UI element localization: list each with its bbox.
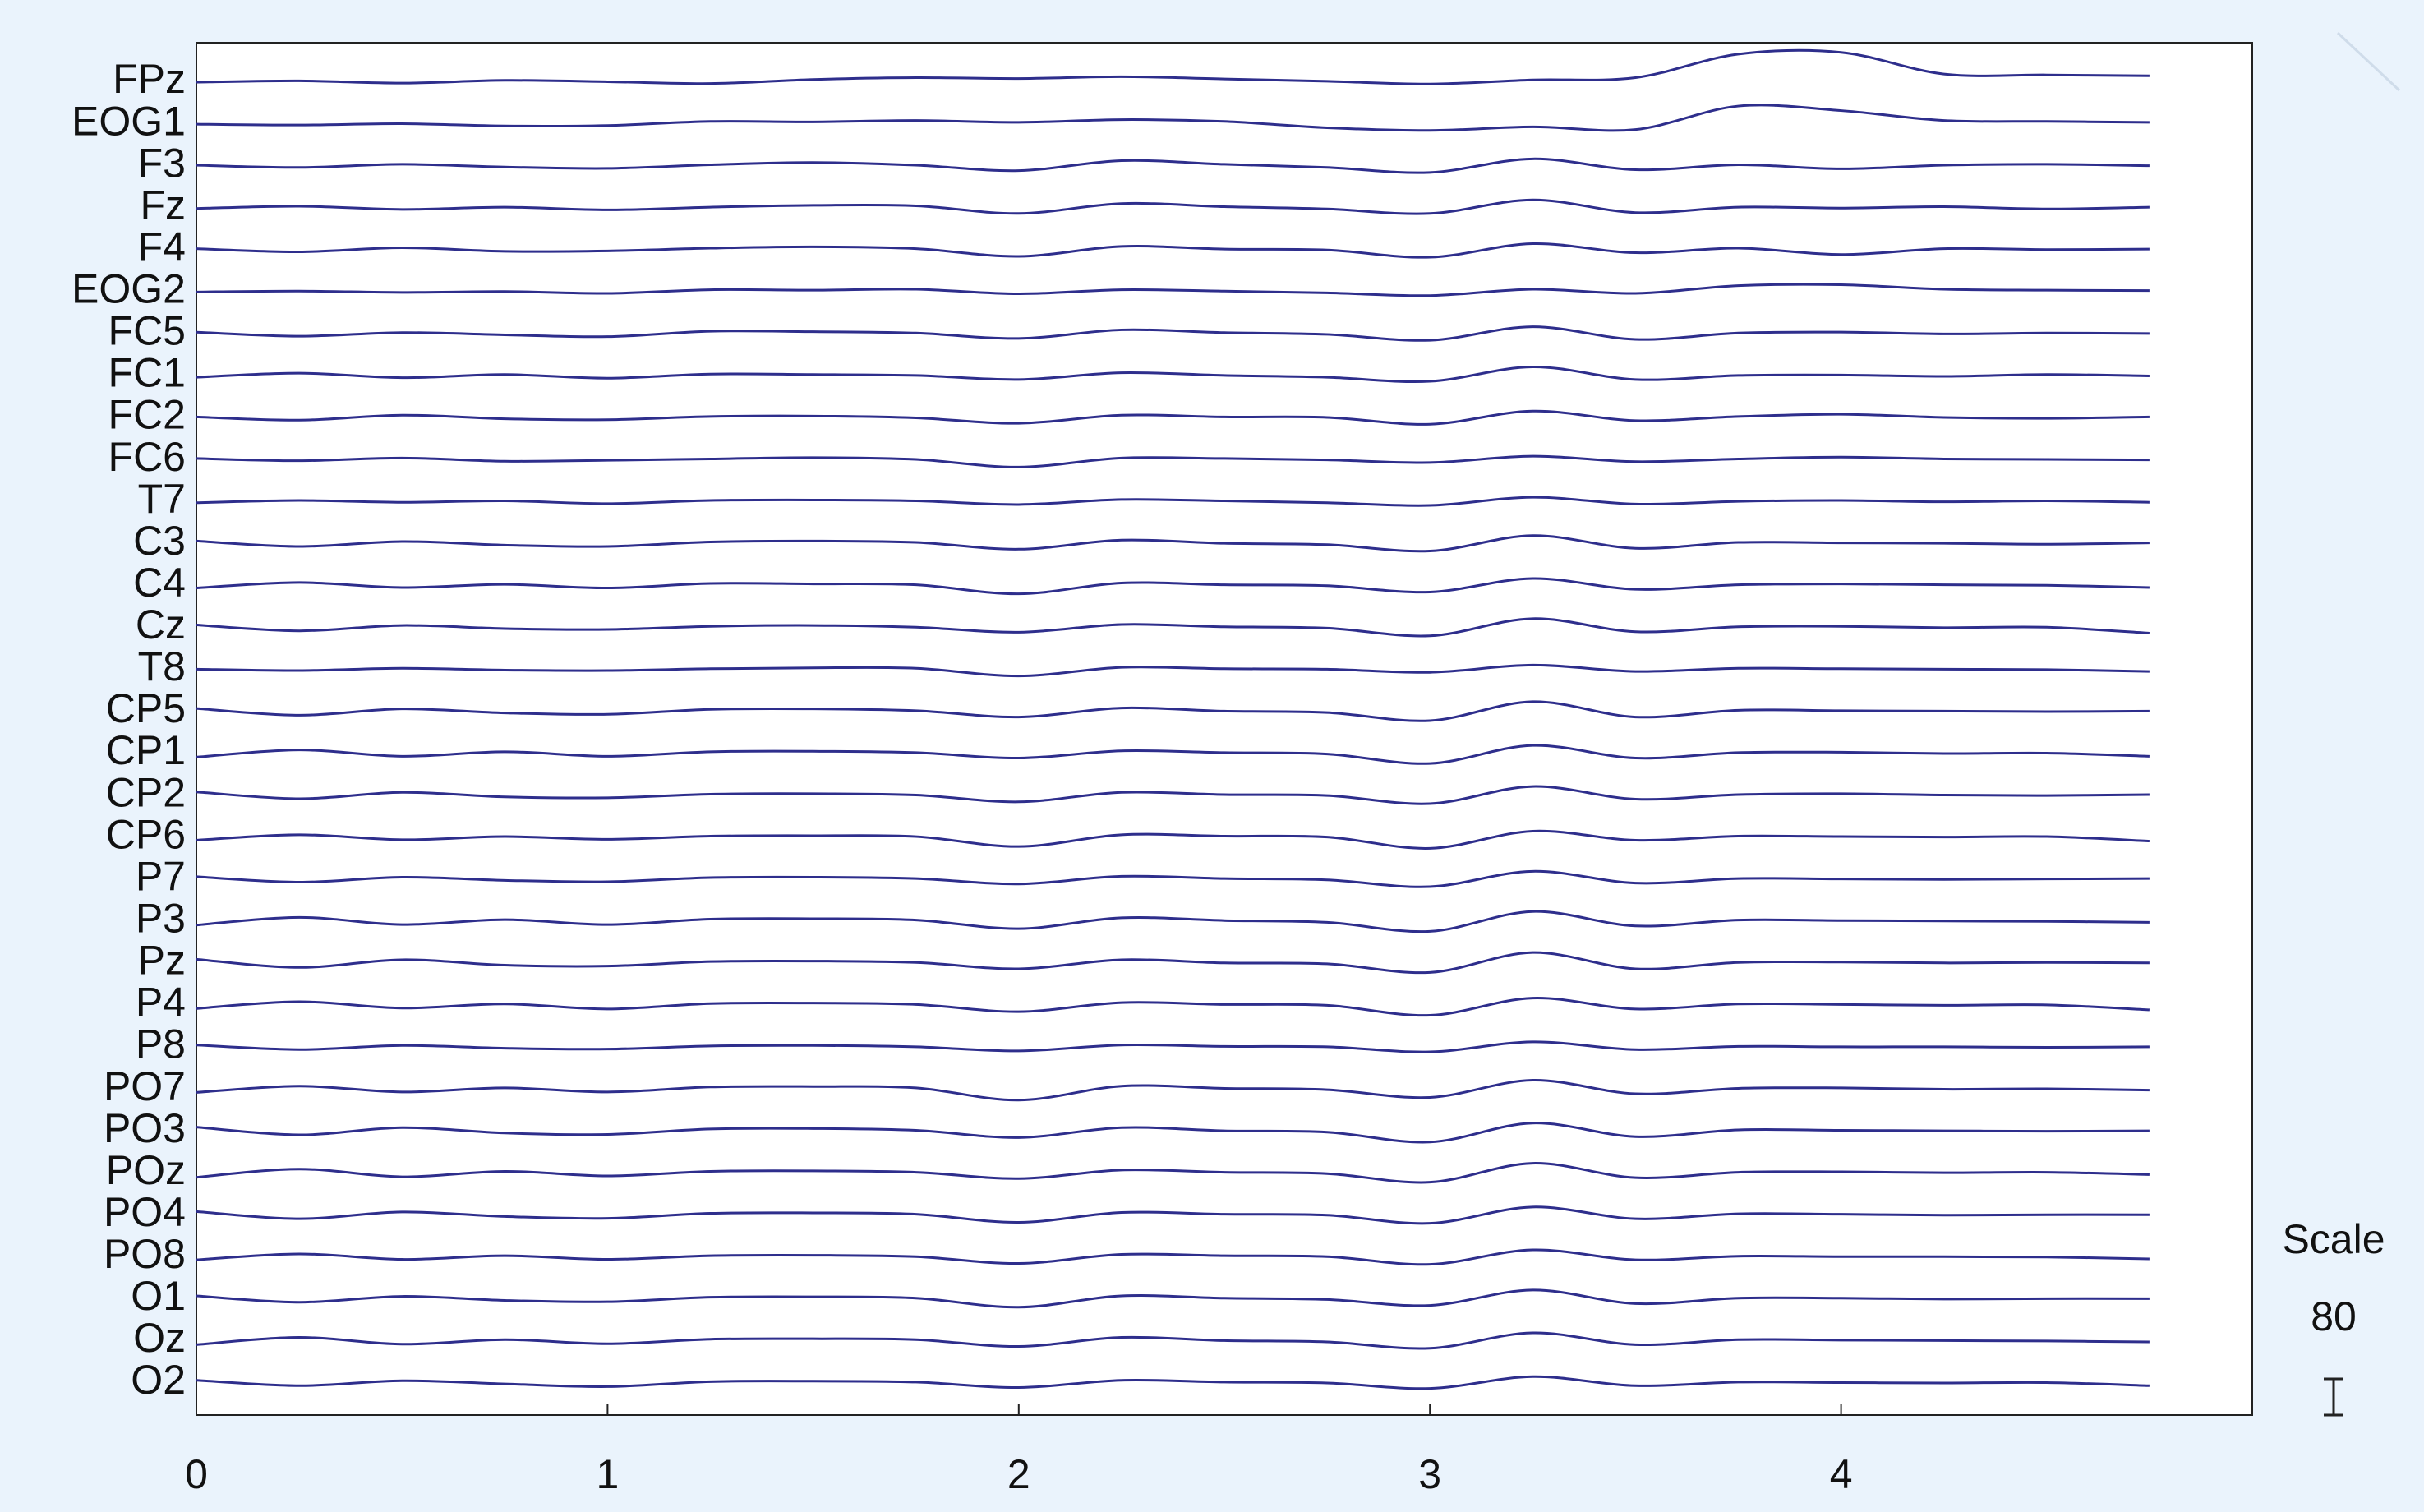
channel-label: EOG1 — [71, 98, 186, 144]
eeg-trace — [196, 951, 2150, 975]
channel-label: PO7 — [104, 1063, 186, 1109]
eeg-trace — [196, 104, 2150, 132]
channel-label: Cz — [136, 602, 186, 648]
eeg-trace — [196, 577, 2150, 596]
plot-area — [196, 42, 2253, 1416]
channel-label: PO8 — [104, 1231, 186, 1277]
channel-label: C3 — [133, 518, 186, 564]
channel-label: FPz — [113, 56, 186, 102]
eeg-trace — [196, 454, 2150, 468]
eeg-trace — [196, 198, 2150, 215]
channel-label: FC6 — [108, 434, 186, 480]
channel-label: P4 — [136, 980, 186, 1026]
eeg-trace — [196, 325, 2150, 342]
eeg-trace — [196, 910, 2150, 933]
eeg-trace — [196, 785, 2150, 805]
eeg-trace — [196, 744, 2150, 765]
channel-label: P3 — [136, 895, 186, 941]
x-tick-label: 3 — [1418, 1451, 1441, 1497]
channel-label: O1 — [131, 1273, 186, 1319]
channel-label: Fz — [140, 182, 186, 228]
eeg-trace — [196, 157, 2150, 174]
channel-label: CP5 — [106, 685, 186, 731]
traces — [196, 48, 2150, 1390]
eeg-trace — [196, 1122, 2150, 1144]
channel-label: F4 — [138, 224, 186, 270]
eeg-trace — [196, 617, 2150, 638]
scale-bar — [2324, 1377, 2343, 1417]
eeg-trace — [196, 1288, 2150, 1309]
eeg-trace — [196, 1162, 2150, 1184]
x-tick-label: 0 — [185, 1451, 208, 1497]
eeg-trace — [196, 283, 2150, 297]
scale-label: Scale — [2282, 1216, 2385, 1262]
eeg-trace — [196, 829, 2150, 850]
channel-label: POz — [106, 1147, 186, 1193]
eeg-trace — [196, 48, 2150, 85]
channel-label: P7 — [136, 853, 186, 899]
eeg-trace — [196, 496, 2150, 507]
channel-label: Oz — [133, 1315, 186, 1361]
eeg-trace — [196, 1079, 2150, 1102]
channel-label: P8 — [136, 1021, 186, 1067]
eeg-trace — [196, 242, 2150, 259]
eeg-trace — [196, 534, 2150, 553]
channel-label: F3 — [138, 140, 186, 186]
eeg-trace — [196, 869, 2150, 888]
eeg-trace — [196, 1331, 2150, 1350]
channel-label: CP2 — [106, 769, 186, 815]
x-tick-label: 4 — [1830, 1451, 1853, 1497]
scale-value: 80 — [2311, 1293, 2357, 1339]
eeg-trace — [196, 700, 2150, 722]
channel-label: FC2 — [108, 392, 186, 438]
channel-label: PO3 — [104, 1105, 186, 1151]
corner-decoration — [2336, 31, 2401, 92]
channel-label: EOG2 — [71, 266, 186, 312]
channel-label: Pz — [138, 938, 186, 984]
eeg-trace — [196, 1375, 2150, 1390]
eeg-trace — [196, 663, 2150, 678]
channel-label: T7 — [138, 476, 186, 522]
x-tick-label: 1 — [596, 1451, 619, 1497]
eeg-trace — [196, 409, 2150, 426]
channel-label: CP1 — [106, 727, 186, 773]
eeg-trace — [196, 1248, 2150, 1266]
channel-label: PO4 — [104, 1189, 186, 1235]
eeg-trace — [196, 1040, 2150, 1053]
channel-label: C4 — [133, 560, 186, 606]
x-tick-label: 2 — [1007, 1451, 1030, 1497]
eeg-trace — [196, 365, 2150, 383]
eeg-trace — [196, 1205, 2150, 1225]
eeg-trace — [196, 997, 2150, 1017]
channel-label: CP6 — [106, 811, 186, 857]
channel-label: T8 — [138, 643, 186, 689]
channel-label: FC1 — [108, 350, 186, 396]
channel-label: O2 — [131, 1357, 186, 1403]
channel-label: FC5 — [108, 308, 186, 354]
